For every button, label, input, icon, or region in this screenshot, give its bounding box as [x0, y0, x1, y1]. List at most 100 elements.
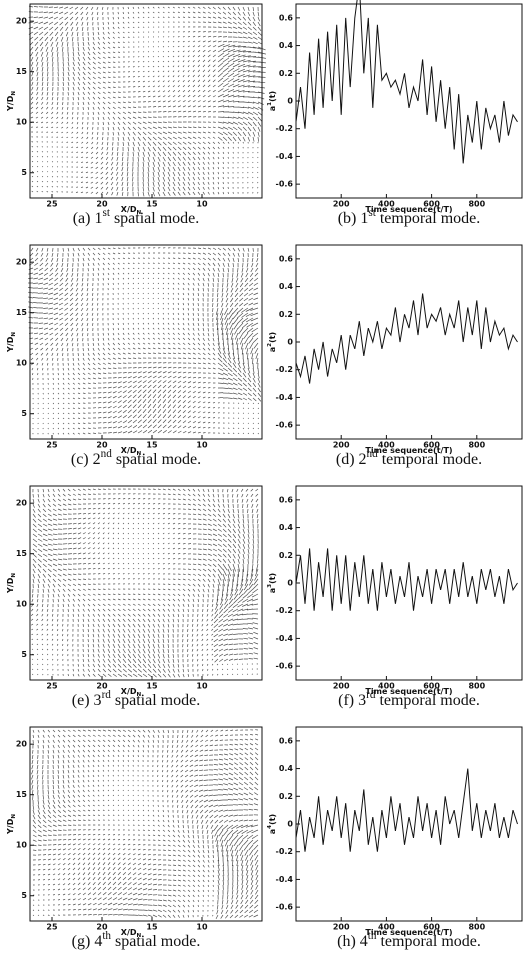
- label-sub: N: [11, 814, 17, 819]
- label-sup: nd: [101, 448, 113, 460]
- label-sub: N: [137, 692, 142, 698]
- y-tick-label: 5: [21, 409, 27, 418]
- label-sup: rd: [366, 689, 376, 701]
- x-tick-label: 25: [46, 682, 58, 691]
- x-tick-label: 15: [146, 200, 158, 209]
- y-tick-label: 15: [16, 790, 28, 799]
- x-tick-label: 200: [333, 441, 350, 450]
- label-text: X/D: [121, 446, 137, 455]
- y-tick-label: -0.6: [276, 903, 294, 912]
- label-sup: st: [368, 207, 376, 219]
- label: a3(t): [267, 573, 277, 593]
- label-prefix: (b) 1: [338, 210, 369, 227]
- y-tick-label: -0.4: [276, 875, 294, 884]
- x-tick-label: 20: [96, 682, 108, 691]
- label-sub: N: [137, 451, 142, 457]
- panel: 25 20 15 10 5 10 15 20: [16, 244, 263, 450]
- label-text: Y/D: [6, 95, 15, 112]
- y-tick-label: 20: [16, 258, 28, 267]
- y-tick-label: 0.4: [279, 523, 294, 532]
- x-tick-label: 25: [46, 200, 58, 209]
- plot-frame: [29, 244, 263, 440]
- y-tick-label: -0.4: [276, 393, 294, 402]
- label: Y/DN: [6, 91, 17, 112]
- y-tick-label: 0.4: [279, 282, 294, 291]
- x-tick-label: 800: [468, 923, 485, 932]
- label-prefix: (c) 2: [71, 451, 101, 468]
- label-sub: N: [11, 91, 17, 96]
- line: [295, 768, 518, 852]
- label: Time sequence(t/T): [365, 446, 452, 455]
- y-tick-label: 0.4: [279, 764, 294, 773]
- y-tick-label: -0.6: [276, 421, 294, 430]
- label-text: Y/D: [6, 577, 15, 594]
- x-tick-label: 400: [378, 441, 395, 450]
- label-text: Y/D: [6, 336, 15, 353]
- plot-frame: [29, 3, 263, 199]
- label: X/DN: [121, 446, 142, 457]
- x-tick-label: 800: [468, 682, 485, 691]
- label: Y/DN: [6, 814, 17, 835]
- y-tick-label: 0: [287, 579, 293, 588]
- line: [295, 0, 518, 164]
- x-tick-label: 15: [146, 923, 158, 932]
- label-suffix: spatial mode.: [111, 692, 200, 709]
- label: Time sequence(t/T): [365, 687, 452, 696]
- label: Y/DN: [6, 332, 17, 353]
- label-text: Time sequence(t/T): [365, 205, 452, 214]
- label: X/DN: [121, 928, 142, 939]
- label-text: Time sequence(t/T): [365, 687, 452, 696]
- x-tick-label: 400: [378, 682, 395, 691]
- label: (b) 1st temporal mode.: [338, 207, 481, 227]
- y-tick-label: 20: [16, 740, 28, 749]
- label: (g) 4th spatial mode.: [72, 930, 201, 950]
- y-tick-label: 0: [287, 97, 293, 106]
- label-sub: N: [137, 933, 142, 939]
- y-tick-label: 0.6: [279, 13, 294, 22]
- y-tick-label: 0.6: [279, 254, 294, 263]
- x-tick-label: 200: [333, 200, 350, 209]
- line: [295, 293, 518, 384]
- label-sub: N: [11, 332, 17, 337]
- x-tick-label: 25: [46, 923, 58, 932]
- line: [295, 548, 518, 611]
- y-tick-label: 0.2: [279, 69, 293, 78]
- y-tick-label: 10: [16, 118, 28, 127]
- vector-texture: [28, 5, 266, 197]
- x-tick-label: 10: [196, 441, 208, 450]
- y-tick-label: 0.6: [279, 736, 294, 745]
- plot-frame: [295, 726, 523, 922]
- x-tick-label: 20: [96, 923, 108, 932]
- label: Y/DN: [6, 573, 17, 594]
- label: Time sequence(t/T): [365, 205, 452, 214]
- y-tick-label: 5: [21, 891, 27, 900]
- label-prefix: (e) 3: [72, 692, 102, 709]
- panel: 25 20 15 10 5 10 15 20: [16, 726, 263, 932]
- panel: 200 400 600 800 0.6 0.4 0.2 0 -0.2 -0.4 -0.6: [276, 244, 523, 450]
- y-tick-label: 15: [16, 308, 28, 317]
- label-after: (t): [268, 814, 277, 825]
- x-tick-label: 15: [146, 441, 158, 450]
- x-tick-label: 25: [46, 441, 58, 450]
- y-tick-label: 5: [21, 168, 27, 177]
- label-text: a: [268, 588, 277, 593]
- x-tick-label: 400: [378, 200, 395, 209]
- label: a2(t): [267, 332, 277, 352]
- panel: 25 20 15 10 5 10 15 20: [16, 3, 266, 209]
- x-tick-label: 15: [146, 682, 158, 691]
- label-text: Time sequence(t/T): [365, 446, 452, 455]
- label-sub: N: [11, 573, 17, 578]
- y-tick-label: 10: [16, 841, 28, 850]
- label: (a) 1st spatial mode.: [73, 207, 200, 227]
- label: (f) 3rd temporal mode.: [338, 689, 480, 709]
- plot-frame: [295, 244, 523, 440]
- x-tick-label: 800: [468, 200, 485, 209]
- x-tick-label: 400: [378, 923, 395, 932]
- y-tick-label: -0.2: [276, 365, 294, 374]
- x-tick-label: 800: [468, 441, 485, 450]
- label-suffix: temporal mode.: [378, 451, 482, 468]
- y-tick-label: 20: [16, 17, 28, 26]
- label-prefix: (a) 1: [73, 210, 103, 227]
- vector-texture: [28, 247, 262, 435]
- label-after: (t): [268, 573, 277, 584]
